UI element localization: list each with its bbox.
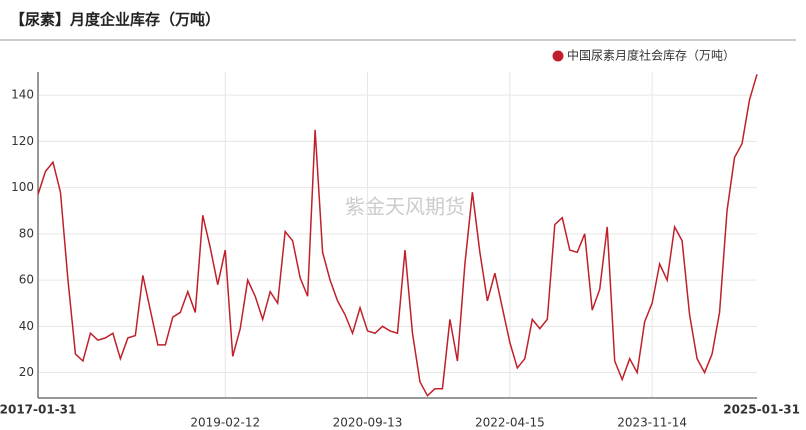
x-tick-label: 2019-02-12 — [190, 416, 260, 430]
y-tick-label: 100 — [11, 180, 34, 194]
chart-title: 【尿素】月度企业库存（万吨） — [10, 11, 220, 29]
x-tick-label: 2022-04-15 — [475, 416, 545, 430]
x-tick-label: 2020-09-13 — [333, 416, 403, 430]
y-tick-label: 140 — [11, 88, 34, 102]
y-tick-label: 60 — [19, 273, 34, 287]
y-tick-label: 20 — [19, 365, 34, 379]
x-tick-label: 2017-01-31 — [0, 403, 76, 417]
legend-label: 中国尿素月度社会库存（万吨） — [567, 48, 735, 63]
x-tick-label: 2023-11-14 — [617, 416, 687, 430]
line-series — [37, 74, 758, 397]
x-tick-label: 2025-01-31 — [723, 403, 800, 417]
y-tick-label: 80 — [19, 226, 34, 240]
y-tick-label: 40 — [19, 319, 34, 333]
legend-marker — [552, 50, 564, 62]
y-tick-label: 120 — [11, 134, 34, 148]
watermark: 紫金天风期货 — [345, 195, 465, 219]
